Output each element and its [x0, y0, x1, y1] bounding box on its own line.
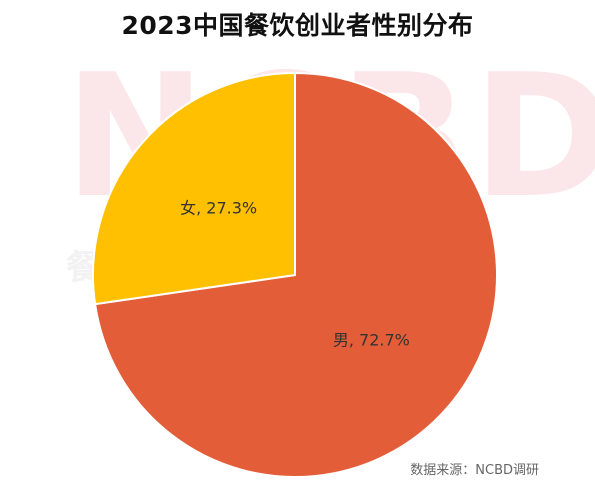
- pie-slice-female: [92, 71, 296, 306]
- source-note: 数据来源：NCBD调研: [410, 463, 539, 478]
- chart-title: 2023中国餐饮创业者性别分布: [121, 11, 474, 40]
- pie-label-male: 男, 72.7%: [333, 331, 410, 350]
- pie-slice-male: [93, 71, 498, 478]
- pie-label-female: 女, 27.3%: [180, 198, 257, 217]
